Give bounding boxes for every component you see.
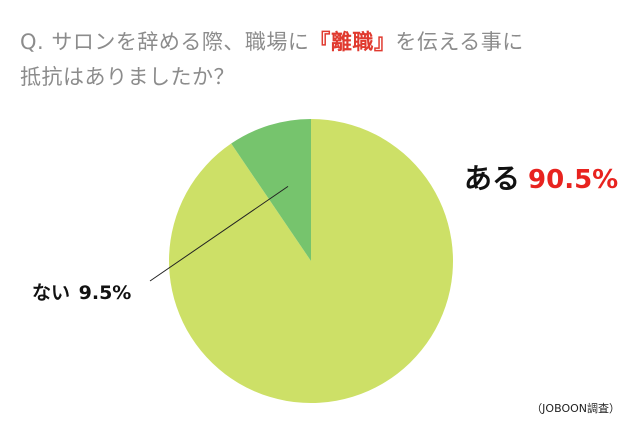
label-yes-value: 90.5% [528,165,619,195]
label-no-category: ない [32,282,71,304]
title-line-1: Q. サロンを辞める際、職場に『離職』を伝える事に [20,25,620,60]
label-no: ない 9.5% [32,278,131,305]
label-yes: ある 90.5% [464,157,618,197]
pie-slices [169,119,454,403]
title-highlight: 『離職』 [309,30,396,54]
title-line-2: 抵抗はありましたか？ [20,65,235,89]
pie-slice-no [231,119,311,261]
source-note: （JOBOON調査） [531,402,620,415]
title-text-b: を伝える事に [395,30,524,54]
label-yes-category: ある [464,162,521,195]
chart-title: Q. サロンを辞める際、職場に『離職』を伝える事に 抵抗はありましたか？ [20,25,620,95]
leader-line-no [149,185,289,282]
title-text-a: Q. サロンを辞める際、職場に [20,30,310,54]
label-no-value: 9.5% [78,282,132,304]
